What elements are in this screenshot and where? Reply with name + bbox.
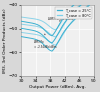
Text: ΔIM3/Fo
= -2.54dBc/dBm: ΔIM3/Fo = -2.54dBc/dBm xyxy=(34,34,56,49)
Text: ΔIM3/Fo = 3.8 GHz: ΔIM3/Fo = 3.8 GHz xyxy=(48,17,74,21)
X-axis label: Output Power (dBm), Avg.: Output Power (dBm), Avg. xyxy=(29,85,86,89)
Legend: T_case = 25°C, T_case = 80°C: T_case = 25°C, T_case = 80°C xyxy=(55,7,92,18)
Y-axis label: IM3, 3rd Order Products (dBc): IM3, 3rd Order Products (dBc) xyxy=(4,8,8,73)
